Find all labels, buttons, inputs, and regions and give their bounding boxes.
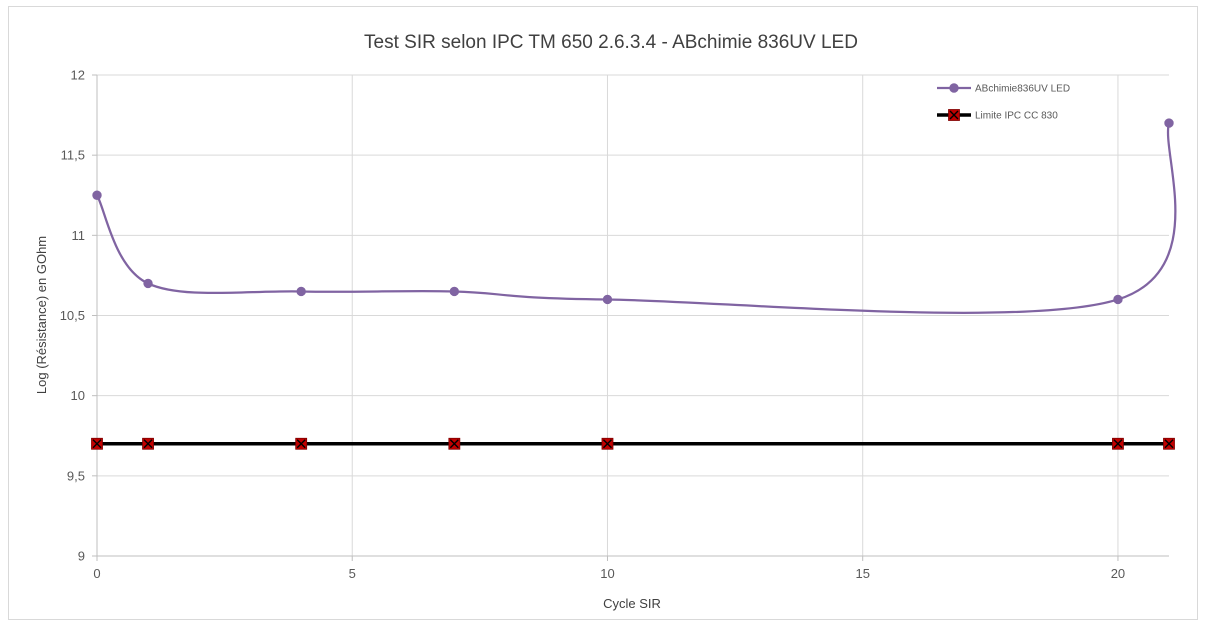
data-point (143, 278, 153, 289)
chart-title: Test SIR selon IPC TM 650 2.6.3.4 - ABch… (364, 32, 858, 53)
data-point (1112, 437, 1124, 450)
data-point (601, 437, 614, 450)
y-tick-label: 10,5 (60, 308, 85, 323)
marker-cross (296, 439, 306, 449)
y-tick-label: 12 (71, 68, 85, 83)
legend-entry-0: ABchimie836UV LED (937, 83, 1070, 95)
y-tick-label: 9 (78, 549, 85, 564)
y-tick-label: 10 (71, 388, 85, 403)
series-layer (91, 118, 1177, 450)
x-tick-label: 15 (855, 566, 869, 581)
gridlines (97, 74, 1169, 556)
data-point (142, 437, 154, 450)
axes: 9 9,5 10 10,5 11 11,5 12 0 5 10 15 20 (60, 68, 1169, 581)
x-tick-label: 20 (1111, 566, 1125, 581)
marker-cross (92, 439, 102, 449)
series-line (95, 121, 1177, 314)
data-point (296, 286, 306, 297)
legend-label: ABchimie836UV LED (975, 84, 1070, 95)
legend-entry-1: Limite IPC CC 830 (937, 109, 1058, 122)
y-axis-label: Log (Résistance) en GOhm (34, 236, 49, 394)
chart-border (8, 6, 1198, 620)
marker-cross (949, 110, 959, 120)
legend-label: Limite IPC CC 830 (975, 111, 1058, 122)
marker-cross (449, 439, 459, 449)
x-tick-label: 5 (349, 566, 356, 581)
data-point (1113, 294, 1123, 305)
legend: ABchimie836UV LED Limite IPC CC 830 (937, 83, 1070, 122)
y-tick-label: 11 (72, 228, 86, 243)
y-tick-label: 9,5 (67, 468, 85, 483)
y-tick-label: 11,5 (61, 148, 85, 163)
x-tick-label: 10 (600, 566, 614, 581)
legend-swatch-marker (949, 83, 959, 93)
legend-swatch-marker (948, 109, 960, 121)
data-point (295, 437, 308, 450)
series-1 (91, 437, 1175, 450)
marker-cross (1164, 439, 1174, 449)
data-point (91, 437, 103, 450)
marker-cross (602, 439, 612, 449)
x-tick-label: 0 (93, 566, 100, 581)
series-0 (92, 118, 1177, 314)
data-point (449, 286, 460, 297)
marker-cross (143, 439, 153, 449)
data-point (1164, 118, 1174, 128)
marker-cross (1113, 439, 1123, 449)
x-axis-label: Cycle SIR (603, 596, 661, 611)
data-point (1163, 437, 1175, 450)
data-point (448, 437, 461, 450)
data-point (602, 294, 613, 305)
data-point (92, 190, 102, 200)
